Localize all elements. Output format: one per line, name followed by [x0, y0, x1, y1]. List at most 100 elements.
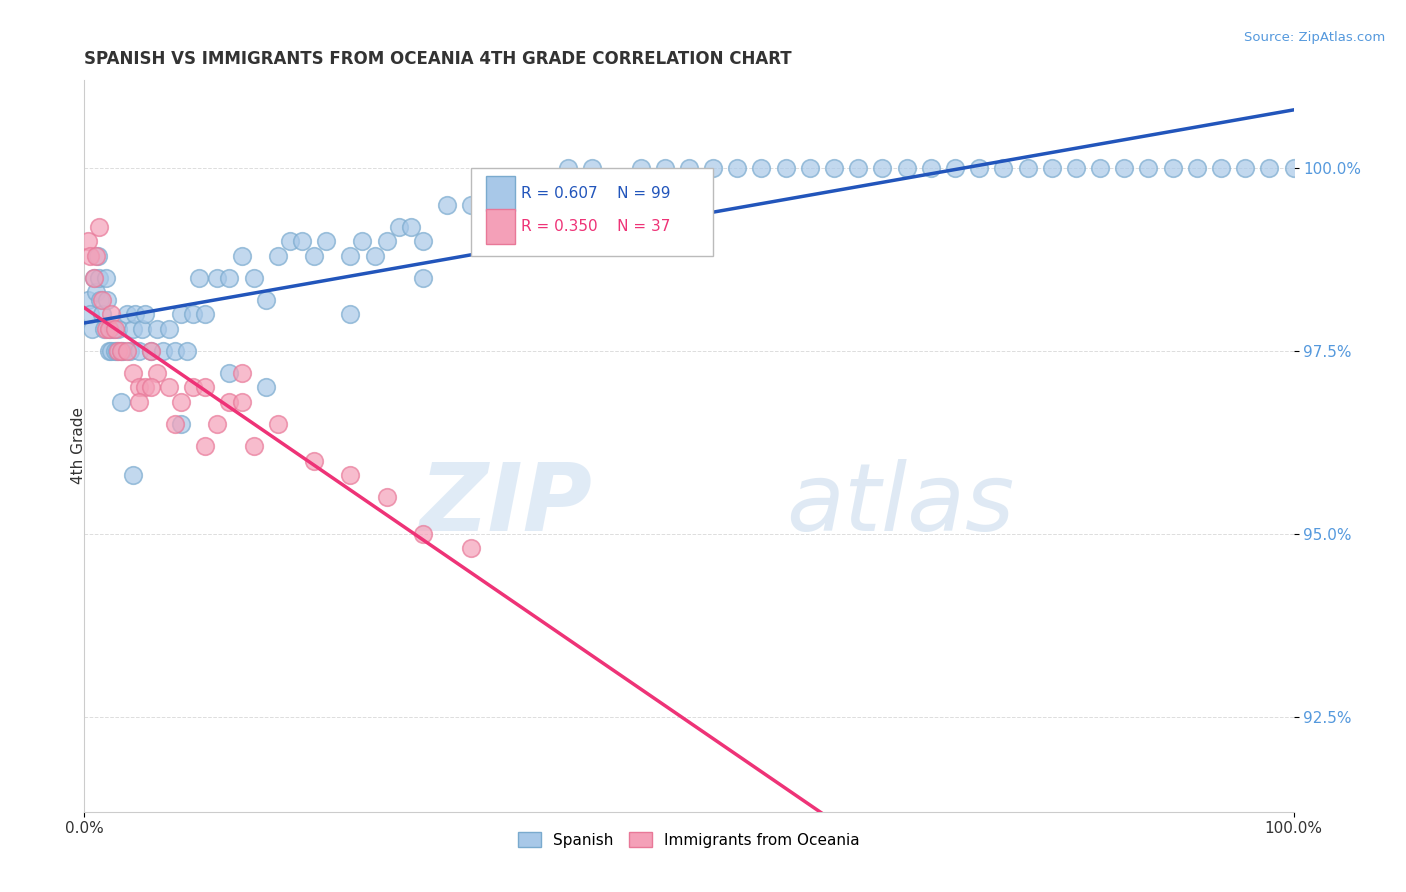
Point	[943, 161, 966, 175]
Point	[97, 322, 120, 336]
Point	[1040, 161, 1063, 175]
Point	[242, 439, 264, 453]
Point	[128, 343, 150, 358]
Point	[152, 343, 174, 358]
Point	[339, 468, 361, 483]
Point	[115, 307, 138, 321]
Point	[128, 395, 150, 409]
Point	[254, 380, 277, 394]
Point	[87, 219, 110, 234]
Point	[375, 490, 398, 504]
Point	[104, 322, 127, 336]
Point	[630, 161, 652, 175]
Point	[194, 380, 217, 394]
Text: ZIP: ZIP	[419, 458, 592, 550]
Point	[496, 219, 519, 234]
Y-axis label: 4th Grade: 4th Grade	[72, 408, 86, 484]
Point	[678, 161, 700, 175]
Point	[412, 270, 434, 285]
Point	[98, 322, 121, 336]
Point	[1282, 161, 1305, 175]
Point	[103, 322, 125, 336]
Point	[254, 293, 277, 307]
Point	[920, 161, 942, 175]
Text: SPANISH VS IMMIGRANTS FROM OCEANIA 4TH GRADE CORRELATION CHART: SPANISH VS IMMIGRANTS FROM OCEANIA 4TH G…	[84, 50, 792, 68]
Point	[363, 249, 385, 263]
Point	[194, 307, 217, 321]
Point	[231, 366, 253, 380]
Point	[231, 395, 253, 409]
Point	[218, 270, 240, 285]
Point	[315, 234, 337, 248]
Point	[1258, 161, 1281, 175]
Point	[97, 343, 120, 358]
Point	[267, 249, 290, 263]
Point	[1137, 161, 1160, 175]
Point	[100, 343, 122, 358]
Point	[846, 161, 869, 175]
Point	[157, 322, 180, 336]
Point	[388, 219, 411, 234]
Point	[134, 380, 156, 394]
Point	[412, 526, 434, 541]
Point	[967, 161, 990, 175]
Point	[207, 417, 229, 431]
Point	[1088, 161, 1111, 175]
Point	[79, 249, 101, 263]
Point	[100, 307, 122, 321]
Point	[77, 293, 100, 307]
Point	[176, 343, 198, 358]
Point	[207, 270, 229, 285]
Point	[110, 343, 132, 358]
Point	[218, 366, 240, 380]
Point	[605, 197, 627, 211]
Point	[83, 270, 105, 285]
Point	[375, 234, 398, 248]
Point	[146, 322, 169, 336]
Point	[139, 343, 162, 358]
Text: R = 0.607    N = 99: R = 0.607 N = 99	[520, 186, 671, 202]
Point	[484, 197, 506, 211]
Point	[1161, 161, 1184, 175]
Point	[339, 249, 361, 263]
Point	[121, 468, 143, 483]
Point	[181, 307, 204, 321]
Point	[751, 161, 773, 175]
Point	[146, 366, 169, 380]
Point	[107, 343, 129, 358]
Legend: Spanish, Immigrants from Oceania: Spanish, Immigrants from Oceania	[510, 824, 868, 855]
Point	[188, 270, 211, 285]
Point	[87, 270, 110, 285]
Point	[110, 343, 132, 358]
Point	[131, 322, 153, 336]
Point	[993, 161, 1015, 175]
Point	[436, 197, 458, 211]
Point	[165, 343, 187, 358]
Point	[91, 293, 114, 307]
Point	[725, 161, 748, 175]
Point	[823, 161, 845, 175]
Point	[1209, 161, 1232, 175]
Point	[218, 395, 240, 409]
Point	[654, 161, 676, 175]
Point	[291, 234, 314, 248]
Point	[115, 343, 138, 358]
Point	[80, 322, 103, 336]
Point	[460, 541, 482, 556]
Point	[105, 343, 128, 358]
Point	[231, 249, 253, 263]
Point	[412, 234, 434, 248]
Point	[121, 322, 143, 336]
Point	[128, 380, 150, 394]
Point	[112, 343, 135, 358]
Text: R = 0.350    N = 37: R = 0.350 N = 37	[520, 219, 671, 234]
Point	[267, 417, 290, 431]
Point	[77, 234, 100, 248]
Text: Source: ZipAtlas.com: Source: ZipAtlas.com	[1244, 31, 1385, 45]
Point	[94, 270, 117, 285]
Point	[399, 219, 422, 234]
Point	[242, 270, 264, 285]
Point	[83, 270, 105, 285]
Point	[278, 234, 301, 248]
Point	[1017, 161, 1039, 175]
